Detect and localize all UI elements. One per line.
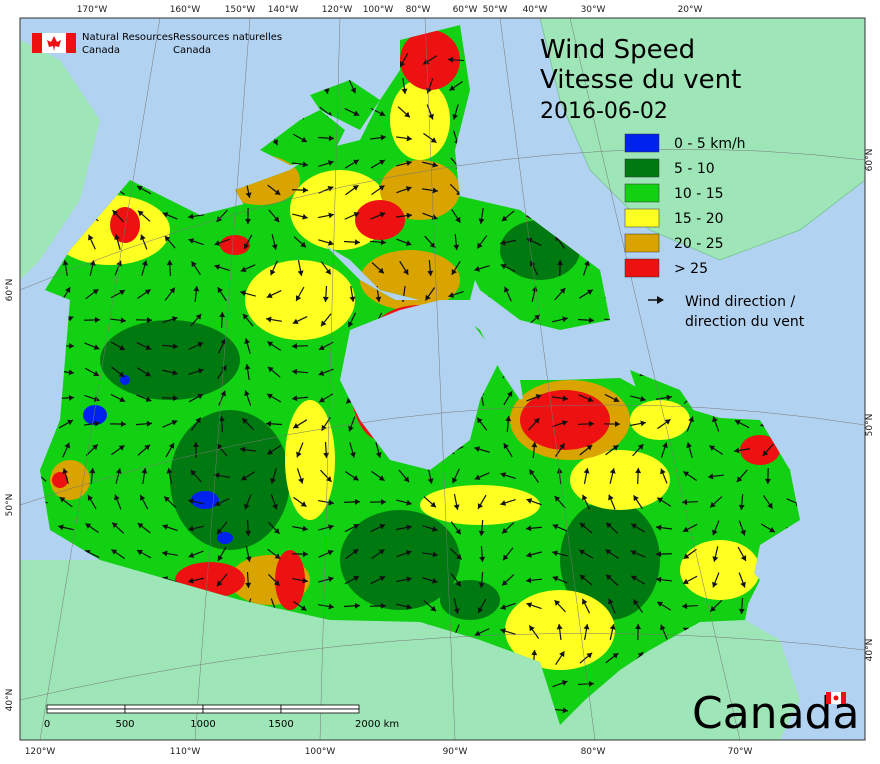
scale-segment [125, 709, 203, 713]
flag-band [841, 692, 846, 704]
scale-label: 1000 [190, 719, 215, 730]
scale-label: 0 [44, 719, 50, 730]
map-body [20, 18, 865, 744]
scale-segment [281, 709, 359, 713]
agency-en: Canada [82, 45, 120, 56]
scale-segment [47, 705, 125, 709]
legend-swatch [625, 259, 659, 277]
left-label: 60°N [5, 279, 15, 302]
legend-swatch [625, 209, 659, 227]
legend-swatch [625, 184, 659, 202]
legend-label: 15 - 20 [674, 211, 724, 227]
agency-en: Natural Resources [82, 32, 173, 43]
title: Wind Speed [540, 35, 695, 65]
legend-swatch [625, 159, 659, 177]
bottom-label: 120°W [25, 747, 56, 757]
flag-band [826, 692, 831, 704]
right-label: 40°N [865, 639, 875, 662]
date: 2016-06-02 [540, 99, 668, 124]
title: Vitesse du vent [540, 65, 741, 95]
wordmark: Canada [692, 688, 859, 739]
bottom-label: 100°W [305, 747, 336, 757]
scale-label: 500 [115, 719, 134, 730]
legend-label: 10 - 15 [674, 186, 724, 202]
bottom-label: 80°W [581, 747, 606, 757]
bottom-label: 110°W [170, 747, 201, 757]
top-label: 50°W [483, 5, 508, 15]
bottom-label: 90°W [443, 747, 468, 757]
top-label: 150°W [225, 5, 256, 15]
legend-label: 0 - 5 km/h [674, 136, 746, 152]
agency-fr: Ressources naturelles [173, 32, 282, 43]
top-label: 80°W [406, 5, 431, 15]
top-label: 170°W [77, 5, 108, 15]
top-label: 30°W [581, 5, 606, 15]
scale-segment [281, 705, 359, 709]
legend-label: > 25 [674, 261, 708, 277]
top-label: 160°W [170, 5, 201, 15]
scale-segment [203, 709, 281, 713]
scale-label: 1500 [268, 719, 293, 730]
top-label: 120°W [322, 5, 353, 15]
top-label: 40°W [523, 5, 548, 15]
legend-arrow-label: Wind direction / [685, 294, 795, 310]
maple-leaf [834, 696, 839, 701]
right-label: 50°N [865, 414, 875, 437]
scale-segment [125, 705, 203, 709]
bottom-label: 70°W [728, 747, 753, 757]
right-label: 60°N [865, 149, 875, 172]
scale-segment [47, 709, 125, 713]
left-label: 50°N [5, 494, 15, 517]
top-label: 140°W [268, 5, 299, 15]
top-label: 20°W [678, 5, 703, 15]
flag-band [66, 33, 76, 53]
top-label: 100°W [363, 5, 394, 15]
legend-label: 20 - 25 [674, 236, 724, 252]
legend-label: 5 - 10 [674, 161, 715, 177]
agency-fr: Canada [173, 45, 211, 56]
top-label: 60°W [453, 5, 478, 15]
left-label: 40°N [5, 689, 15, 712]
flag-band [32, 33, 42, 53]
legend-swatch [625, 134, 659, 152]
scale-segment [203, 705, 281, 709]
legend-swatch [625, 234, 659, 252]
legend-arrow-label: direction du vent [685, 314, 805, 330]
scale-label: 2000 km [355, 719, 399, 730]
